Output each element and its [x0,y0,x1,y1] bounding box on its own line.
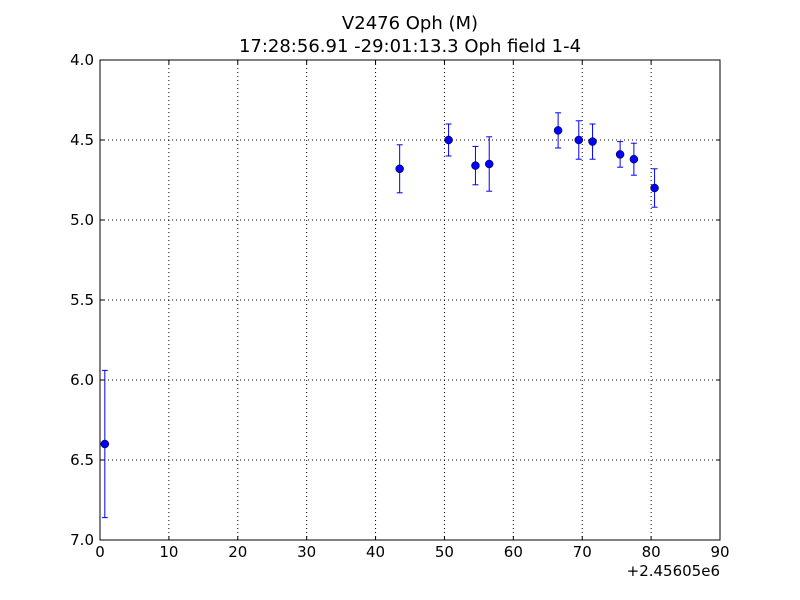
x-tick-label: 20 [228,543,247,561]
data-point [471,161,480,170]
data-point [553,126,563,135]
y-tick-label: 6.5 [70,451,94,469]
y-tick-label: 6.0 [70,371,94,389]
grid-lines [100,60,720,540]
y-tick-labels: 4.0 4.5 5.0 5.5 6.0 6.5 7.0 [70,51,94,549]
y-tick-label: 7.0 [70,531,94,549]
y-tick-label: 4.0 [70,51,94,69]
x-tick-label: 70 [573,543,592,561]
x-tick-label: 10 [159,543,178,561]
data-point [615,150,625,159]
error-bars [101,112,658,519]
x-tick-label: 80 [642,543,661,561]
x-tick-label: 30 [297,543,316,561]
x-tick-label: 0 [95,543,105,561]
data-point [574,135,584,145]
x-tick-label: 50 [435,543,454,561]
x-tick-labels: 0 10 20 30 40 50 60 70 80 90 [95,543,729,561]
x-tick-label: 90 [710,543,729,561]
x-tick-label: 40 [366,543,385,561]
y-tick-label: 5.0 [70,211,94,229]
data-points [100,126,659,449]
data-point [395,164,404,174]
chart-title: V2476 Oph (M) [342,13,478,34]
data-point [650,183,659,193]
x-tick-label: 60 [504,543,523,561]
data-point [588,137,597,146]
y-tick-label: 5.5 [70,291,94,309]
data-point [484,159,494,169]
chart-subtitle: 17:28:56.91 -29:01:13.3 Oph field 1-4 [239,36,581,57]
x-axis-offset-label: +2.45605e6 [627,562,720,580]
data-point [444,135,453,145]
data-point [100,439,110,449]
axis-ticks [99,59,721,541]
y-tick-label: 4.5 [70,131,94,149]
data-point [629,154,639,164]
